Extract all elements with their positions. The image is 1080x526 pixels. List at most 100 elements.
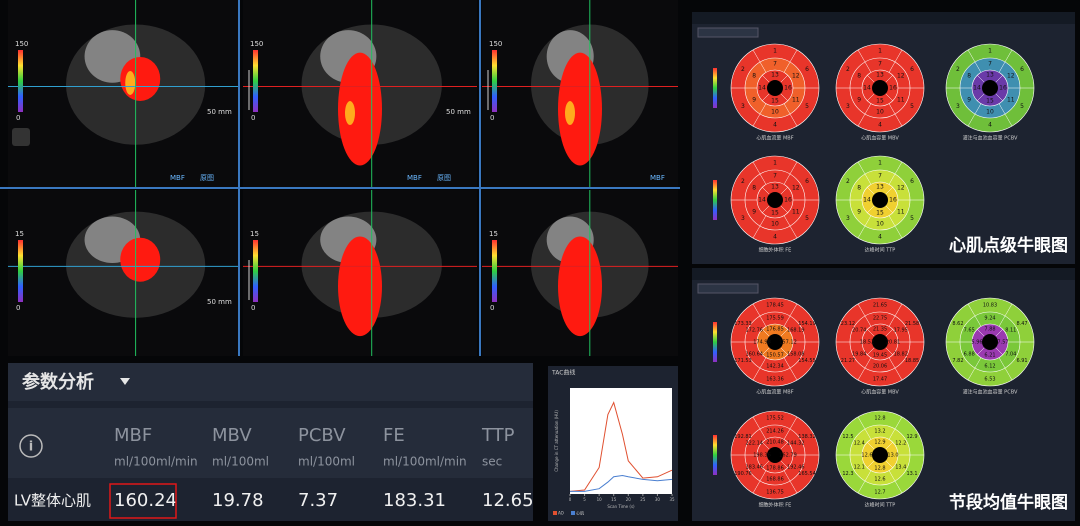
segment-label: 176.85 [766,327,784,333]
segment-label: 150.57 [766,353,784,359]
myocardium [558,52,602,166]
segment-border [998,357,1013,381]
x-tick-label: 5 [583,497,586,502]
scale-max: 15 [489,230,498,238]
segment-label: 160.64 [745,352,763,358]
segment-label: 14 [758,197,766,204]
view-select[interactable] [697,27,759,38]
y-axis-label: Change in CT attenuation (HU) [554,410,559,472]
param-select[interactable]: MBF [170,174,185,182]
segment-border [967,103,982,127]
colorbar [492,50,497,112]
segment-label: 12.7 [874,490,885,496]
segment-border [783,470,798,494]
scale-max: 15 [250,230,259,238]
segment-label: 8.11 [1005,328,1016,334]
segment-label: 4 [878,234,882,241]
colorbar [253,240,258,302]
segment-border [752,215,767,239]
segment-label: 168.19 [787,328,805,334]
header-row [8,408,533,478]
segment-border [752,303,767,327]
table-title: 参数分析 [22,371,94,393]
segment-label: 8 [857,73,861,80]
segment-border [857,357,872,381]
segment-border [977,93,985,101]
segment-label: 1 [878,160,882,167]
segment-label: 4 [988,122,992,129]
segment-label: 157.12 [779,340,797,346]
segment-label: 7 [878,61,882,68]
segment-label: 12.2 [895,441,906,447]
segment-label: 12.8 [874,466,885,472]
segment-label: 11 [792,97,800,104]
apex [872,447,888,463]
segment-label: 171.53 [734,358,752,364]
mode-select[interactable]: 原图 [437,174,451,182]
segment-label: 11 [897,97,905,104]
x-tick-label: 15 [611,497,617,502]
segment-label: 10.83 [983,303,997,309]
tool-button[interactable] [12,128,30,146]
param-select[interactable]: MBF [650,174,665,182]
segment-label: 12.6 [874,477,885,483]
colorbar [713,180,717,220]
cell: 19.78 [212,490,264,511]
segment-label: 222.14 [745,441,763,447]
segment-border [780,75,788,83]
colorbar [253,50,258,112]
segment-label: 163.36 [766,377,784,383]
segment-label: 16 [784,85,792,92]
segment-border [762,347,770,355]
segment-label: 142.34 [766,364,784,370]
segment-label: 2 [846,178,850,185]
scale-min: 0 [490,304,494,312]
segment-border [967,303,982,327]
segment-border [780,329,788,337]
info-icon [19,434,43,458]
segment-border [762,460,770,468]
segment-label: 8 [967,73,971,80]
column-name: MBV [212,425,252,446]
segment-label: 9 [752,209,756,216]
highlight-box [109,483,177,519]
segment-label: 210.48 [766,440,784,446]
x-tick-label: 35 [669,497,675,502]
segment-label: 14 [973,85,981,92]
segment-border [867,347,875,355]
segment-border [867,75,875,83]
segment-label: 4 [878,122,882,129]
segment-label: 12 [897,185,905,192]
segment-label: 6 [910,178,914,185]
segment-border [888,161,903,185]
mode-select[interactable]: 原图 [200,174,214,182]
myocardium [338,236,382,337]
segment-label: 5 [805,215,809,222]
scale-min: 0 [251,114,255,122]
param-select[interactable]: MBF [407,174,422,182]
segment-label: 173.33 [734,321,752,327]
plot-label: 达峰时间 TTP [865,502,896,509]
legend-swatch [571,511,575,515]
dropdown-arrow[interactable] [120,378,130,385]
segment-label: 16 [784,197,792,204]
segment-border [780,460,788,468]
segment-label: 6.91 [1016,358,1027,364]
segment-border [888,416,903,440]
segment-label: 1 [988,48,992,55]
x-tick-label: 0 [569,497,572,502]
segment-label: 13.2 [874,429,885,435]
view-select[interactable] [697,283,759,294]
segment-label: 7 [988,61,992,68]
segment-label: 7 [773,173,777,180]
tac-line [570,474,673,492]
column-name: MBF [114,425,152,446]
plot-label: 心肌血容量 MBV [861,135,899,142]
segment-border [762,187,770,195]
segment-label: 14 [863,197,871,204]
segment-label: 13 [876,72,884,79]
segment-label: 18.85 [905,358,919,364]
highlight [345,101,355,126]
segment-label: 16 [999,85,1007,92]
